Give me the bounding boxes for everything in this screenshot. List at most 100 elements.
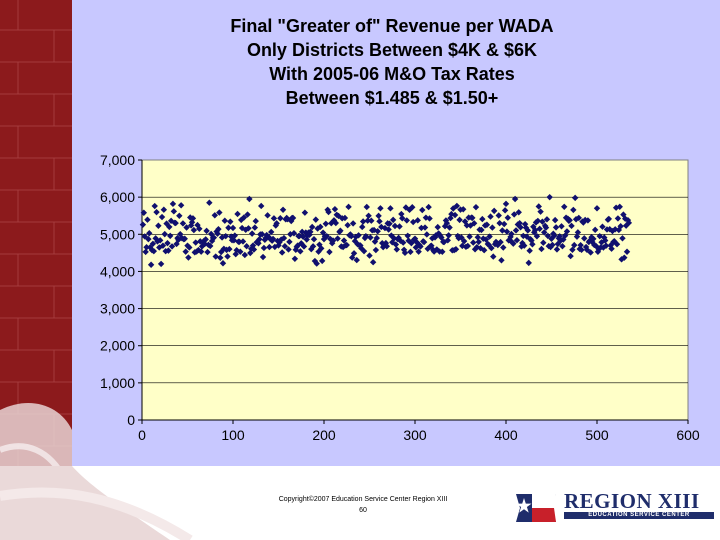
data-point xyxy=(325,208,332,216)
data-point xyxy=(219,260,227,267)
data-point xyxy=(480,247,488,254)
data-point xyxy=(445,232,452,239)
data-point xyxy=(447,214,454,222)
data-point xyxy=(521,220,529,228)
data-point xyxy=(210,234,218,241)
data-point xyxy=(573,233,581,240)
data-point xyxy=(616,203,623,210)
data-point xyxy=(446,224,453,231)
data-point xyxy=(362,232,370,240)
data-point xyxy=(452,246,460,253)
data-point xyxy=(365,212,372,219)
data-point xyxy=(581,235,588,242)
data-point xyxy=(463,222,471,229)
data-point xyxy=(591,226,599,234)
data-point xyxy=(289,214,297,222)
data-point xyxy=(418,224,425,232)
data-point xyxy=(345,203,352,211)
data-point xyxy=(478,226,485,234)
data-points xyxy=(139,193,633,268)
data-point xyxy=(326,248,333,256)
data-point xyxy=(608,245,615,252)
data-point xyxy=(534,217,542,225)
data-point xyxy=(167,232,174,240)
data-point xyxy=(241,251,249,259)
data-point xyxy=(372,246,380,254)
data-point xyxy=(389,216,397,224)
data-point xyxy=(202,236,209,243)
data-point xyxy=(403,217,411,224)
data-point xyxy=(348,232,355,240)
data-point xyxy=(236,238,243,245)
chart-panel: Final "Greater of" Revenue per WADA Only… xyxy=(72,0,720,466)
data-point xyxy=(280,234,288,242)
logo-subtitle: EDUCATION SERVICE CENTER xyxy=(564,512,714,519)
data-point xyxy=(598,239,605,246)
data-point xyxy=(245,225,252,232)
data-point xyxy=(466,233,473,240)
data-point xyxy=(425,203,432,211)
data-point xyxy=(557,237,564,244)
data-point xyxy=(184,242,191,249)
texas-flag-star-icon xyxy=(516,494,556,522)
data-point xyxy=(172,219,179,227)
data-point xyxy=(179,220,187,227)
x-tick-label: 600 xyxy=(676,427,700,443)
data-point xyxy=(561,203,568,210)
data-point xyxy=(398,210,405,218)
data-point xyxy=(206,199,213,206)
y-tick-label: 7,000 xyxy=(100,152,135,168)
data-point xyxy=(247,249,254,257)
data-point xyxy=(277,215,284,222)
data-point xyxy=(166,223,173,231)
data-point xyxy=(512,227,520,234)
data-point xyxy=(613,241,621,248)
data-point xyxy=(170,208,178,215)
brick-pattern xyxy=(0,0,72,540)
data-point xyxy=(443,219,451,227)
data-point xyxy=(323,232,330,240)
data-point xyxy=(401,249,409,257)
data-point xyxy=(275,242,282,249)
data-point xyxy=(351,237,359,245)
data-point xyxy=(168,243,176,250)
data-point xyxy=(355,232,362,239)
data-point xyxy=(563,228,571,235)
data-point xyxy=(301,209,309,216)
data-point xyxy=(344,221,351,229)
data-point xyxy=(281,243,289,250)
x-axis-ticks: 0 100 200 300 400 500 600 xyxy=(138,419,700,443)
data-point xyxy=(399,239,407,246)
data-point xyxy=(614,215,622,222)
bottom-swoosh-decoration xyxy=(0,466,193,540)
data-point xyxy=(503,228,511,235)
data-point xyxy=(248,230,256,237)
data-point xyxy=(167,217,175,225)
data-point xyxy=(393,246,400,253)
data-point xyxy=(535,203,542,210)
data-point xyxy=(197,248,205,255)
data-point xyxy=(460,206,467,213)
data-point xyxy=(149,240,157,247)
y-tick-label: 0 xyxy=(127,412,135,428)
data-point xyxy=(252,217,259,225)
data-point xyxy=(291,255,299,262)
data-point xyxy=(322,220,330,227)
data-point xyxy=(501,207,509,214)
data-point xyxy=(490,207,498,215)
data-point xyxy=(551,216,559,224)
data-point xyxy=(192,239,199,246)
data-point xyxy=(582,243,590,251)
data-point xyxy=(160,206,168,213)
data-point xyxy=(434,223,441,231)
data-point xyxy=(260,244,268,252)
data-point xyxy=(479,215,486,223)
data-point xyxy=(572,216,580,223)
x-tick-label: 200 xyxy=(312,427,336,443)
data-point xyxy=(258,231,266,238)
data-point xyxy=(217,254,224,261)
data-point xyxy=(285,246,292,253)
data-point xyxy=(190,226,198,234)
data-point xyxy=(290,230,298,237)
data-point xyxy=(451,211,459,219)
